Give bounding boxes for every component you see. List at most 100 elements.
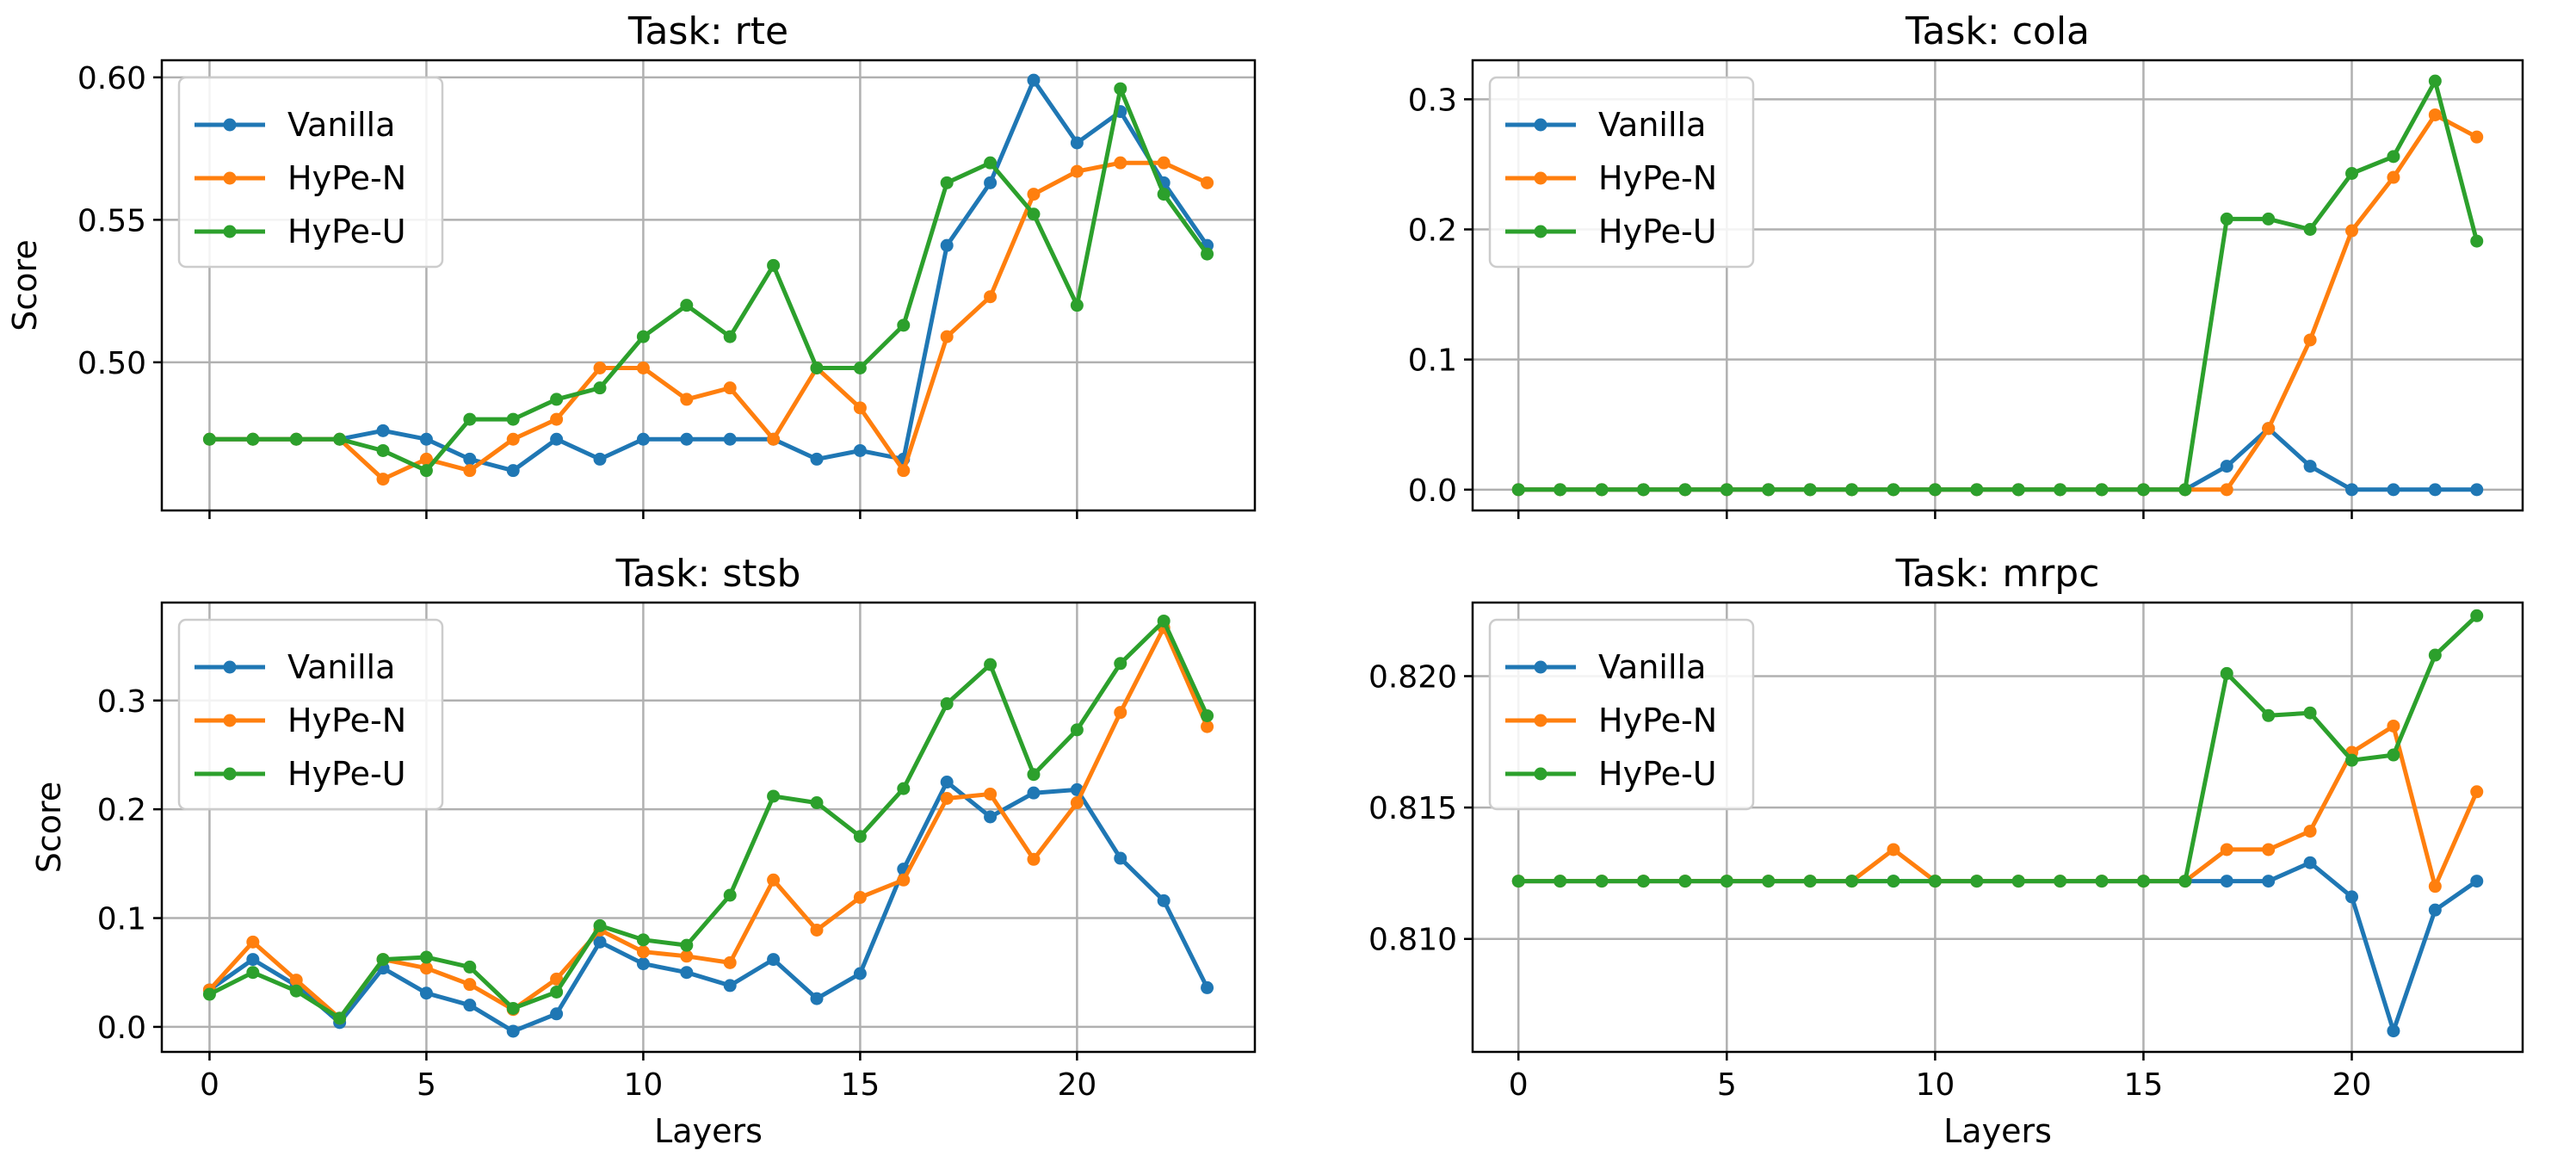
data-point [550,412,564,426]
data-point [1157,614,1171,628]
data-point [593,935,607,949]
data-point [1762,483,1776,497]
x-tick-label: 20 [2332,1067,2372,1103]
data-point [767,258,781,272]
y-tick-label: 0.3 [1408,83,1457,118]
data-point [1114,851,1127,865]
data-point [680,299,694,312]
data-point [1636,875,1650,888]
data-point [1201,247,1214,261]
data-point [419,464,433,478]
data-point [1114,156,1127,170]
data-point [810,923,824,937]
data-point [550,1007,564,1021]
data-point [636,361,650,374]
x-axis-label: Layers [654,1112,763,1150]
legend-marker-hype-n [223,171,237,185]
panel-2: 0 5 10 15 20 0.0 0.1 0.2 0.3 Task: stsb Layers Scor… [30,552,1257,1150]
data-point [1027,852,1041,866]
data-point [853,967,867,980]
data-point [2387,748,2400,762]
legend-label: HyPe-U [1598,755,1717,793]
data-point [419,452,433,466]
legend-label: Vanilla [287,106,395,144]
data-point [550,985,564,999]
data-point [2220,212,2233,226]
data-point [202,987,216,1001]
data-point [723,955,737,969]
data-point [636,945,650,959]
y-axis-label: Score [6,239,44,331]
data-point [1845,875,1859,888]
legend-label: Vanilla [287,648,395,686]
data-point [1070,164,1084,178]
data-point [1511,483,1525,497]
data-point [723,381,737,395]
data-point [767,953,781,967]
y-tick-label: 0.2 [1408,213,1457,249]
y-tick-label: 0.0 [97,1011,146,1046]
data-point [1678,875,1692,888]
series-line-hype-u [1516,78,2480,492]
data-point [723,432,737,446]
data-point [984,290,998,304]
legend-marker-hype-u [223,767,237,781]
y-tick-label: 0.2 [97,793,146,828]
data-point [853,891,867,905]
data-point [1157,156,1171,170]
data-point [550,432,564,446]
data-point [984,787,998,801]
data-point [1678,483,1692,497]
data-point [1157,188,1171,201]
y-tick-label: 0.820 [1368,659,1457,695]
data-point [1070,723,1084,737]
data-point [897,464,911,478]
data-point [1511,875,1525,888]
data-point [2054,483,2067,497]
axes-frame [160,59,1257,512]
series-line-hype-u [1516,613,2480,884]
data-point [897,873,911,887]
data-point [2387,170,2400,184]
data-point [2470,130,2484,144]
axes-frame [160,601,1257,1054]
data-point [333,1011,347,1025]
data-point [2011,875,2025,888]
data-point [2387,150,2400,164]
legend: Vanilla HyPe-N HyPe-U [177,76,444,269]
data-point [1201,720,1214,733]
data-point [680,949,694,963]
data-point [1027,207,1041,221]
y-tick-label: 0.50 [77,346,146,381]
data-point [897,782,911,795]
chart-title: Task: stsb [615,552,801,596]
legend-label: HyPe-N [287,159,406,197]
y-tick-label: 0.1 [97,902,146,937]
data-point [940,792,954,806]
data-point [1070,299,1084,312]
data-point [1762,875,1776,888]
data-point [2345,224,2359,238]
data-point [984,156,998,170]
data-point [2262,843,2276,857]
data-point [940,697,954,711]
legend-label: HyPe-U [1598,213,1717,250]
data-point [2095,483,2109,497]
legend-label: HyPe-U [287,213,406,250]
x-tick-label: 15 [840,1067,880,1103]
data-point [506,464,520,478]
data-point [1887,875,1900,888]
y-tick-label: 0.815 [1368,791,1457,826]
data-point [1970,483,1984,497]
data-point [767,432,781,446]
data-point [376,443,390,457]
series-line-hype-n [207,160,1210,482]
legend-label: Vanilla [1598,648,1706,686]
data-point [723,979,737,993]
data-point [2136,483,2150,497]
x-tick-label: 0 [1509,1067,1529,1103]
data-point [1636,483,1650,497]
data-point [2262,212,2276,226]
y-tick-label: 0.60 [77,61,146,96]
